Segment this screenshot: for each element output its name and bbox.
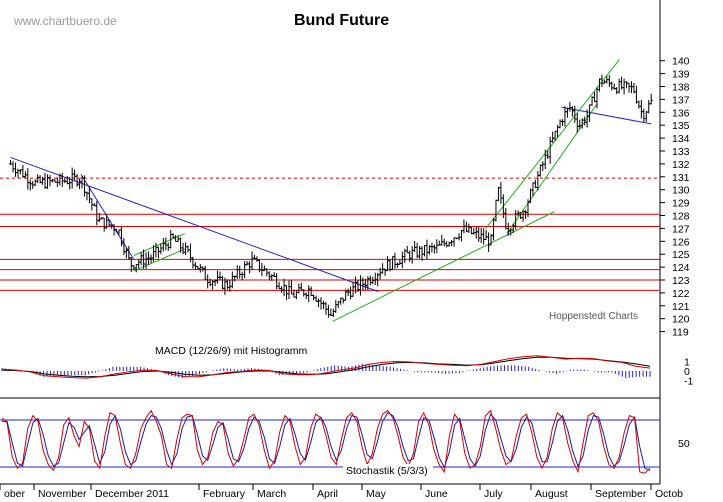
chart-title: Bund Future — [294, 12, 389, 29]
price-tick-label: 137 — [672, 94, 690, 106]
stochastic-axis: 50 — [678, 438, 690, 450]
trend-line — [506, 104, 598, 234]
price-tick-label: 136 — [672, 107, 690, 119]
month-axis: ober November December 2011 February March Ap… — [0, 484, 683, 500]
stochastic-panel: Stochastik (5/3/3) 50 — [0, 409, 690, 477]
month-label: September — [595, 488, 647, 500]
macd-tick-label: 0 — [684, 366, 690, 378]
trend-line — [561, 106, 652, 125]
stoch-d-line — [2, 412, 651, 471]
macd-line — [1, 355, 651, 379]
month-label: February — [203, 488, 246, 500]
month-label: May — [366, 488, 387, 500]
macd-tick-label: 1 — [684, 357, 690, 369]
macd-signal-line — [1, 356, 651, 378]
price-tick-label: 126 — [672, 236, 690, 248]
frame-lines — [0, 0, 661, 485]
trend-line — [133, 233, 185, 256]
credit-text: Hoppenstedt Charts — [549, 311, 638, 322]
watermark-text: www.chartbuero.de — [13, 14, 117, 28]
month-label: August — [535, 488, 568, 500]
macd-axis: 10-1 — [684, 357, 693, 388]
month-label: July — [484, 488, 503, 500]
price-tick-label: 127 — [672, 223, 690, 235]
month-label: November — [38, 488, 87, 500]
macd-lines — [1, 355, 651, 379]
price-tick-label: 132 — [672, 159, 690, 171]
price-tick-label: 120 — [672, 314, 690, 326]
price-bars — [8, 74, 653, 318]
price-tick-label: 123 — [672, 275, 690, 287]
month-label: Octob — [655, 488, 683, 500]
main-panel — [0, 0, 660, 338]
stochastic-title: Stochastik (5/3/3) — [346, 465, 428, 477]
price-tick-label: 129 — [672, 198, 690, 210]
month-label: December 2011 — [95, 488, 169, 500]
price-tick-label: 119 — [672, 327, 689, 339]
price-tick-label: 138 — [672, 82, 690, 94]
price-tick-label: 121 — [672, 301, 690, 313]
stoch-label-bg — [343, 464, 433, 476]
price-tick-label: 140 — [672, 56, 690, 68]
price-tick-label: 139 — [672, 69, 690, 81]
price-tick-label: 131 — [672, 172, 690, 184]
month-label: April — [317, 488, 338, 500]
price-axis: 1191201211221231241251261271281291301311… — [660, 56, 690, 339]
price-tick-label: 135 — [672, 120, 690, 132]
month-label: June — [425, 488, 448, 500]
stoch-tick-label: 50 — [678, 438, 690, 450]
trend-line — [332, 211, 555, 322]
month-label: ober — [4, 488, 26, 500]
price-tick-label: 134 — [672, 133, 690, 145]
price-tick-label: 128 — [672, 211, 690, 223]
macd-histogram — [1, 363, 651, 379]
price-tick-label: 130 — [672, 185, 690, 197]
macd-panel: MACD (12/26/9) mit Histogramm 10-1 — [1, 345, 693, 388]
macd-title: MACD (12/26/9) mit Histogramm — [155, 345, 308, 357]
stoch-k-line — [1, 409, 651, 474]
macd-tick-label: -1 — [684, 376, 693, 388]
price-tick-label: 122 — [672, 288, 690, 300]
price-tick-label: 124 — [672, 262, 690, 274]
month-label: March — [257, 488, 286, 500]
price-tick-label: 125 — [672, 249, 690, 261]
stochastic-lines — [1, 409, 651, 474]
price-tick-label: 133 — [672, 146, 690, 158]
trend-line — [133, 248, 185, 272]
